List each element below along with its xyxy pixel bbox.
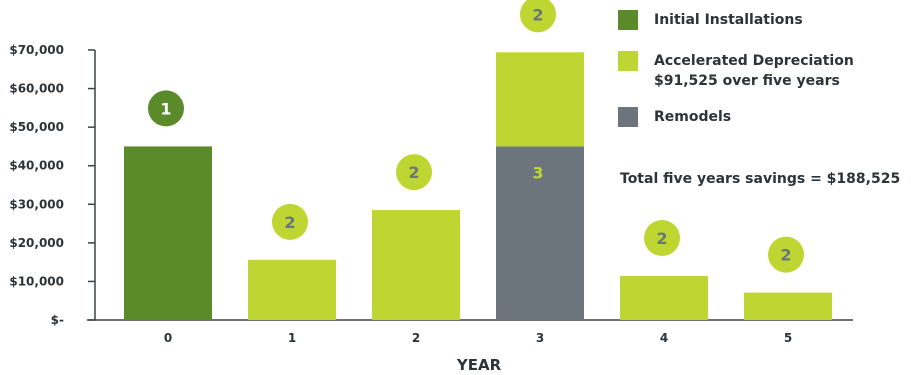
y-tick-label: $60,000 — [9, 82, 64, 96]
total-savings-annotation: Total five years savings = $188,525 — [620, 171, 901, 187]
bar-segment — [744, 292, 832, 320]
legend-label-line: Accelerated Depreciation — [654, 53, 854, 69]
marker-number: 2 — [408, 163, 419, 182]
x-axis-title: YEAR — [456, 356, 502, 374]
x-tick-label: 4 — [660, 331, 668, 345]
x-tick-label: 0 — [164, 331, 172, 345]
legend-item-accelerated-depreciation: Accelerated Depreciation $91,525 over fi… — [618, 51, 854, 91]
x-tick-label: 3 — [536, 331, 544, 345]
legend-label-remodels: Remodels — [654, 107, 731, 127]
bar-segment — [496, 52, 584, 147]
marker-circle — [272, 203, 308, 240]
marker-number: 3 — [532, 163, 543, 182]
marker-circle — [644, 220, 680, 257]
y-tick-label: $40,000 — [9, 159, 64, 173]
legend-item-remodels: Remodels — [618, 107, 731, 127]
legend-label-line: $91,525 over five years — [654, 73, 840, 89]
legend-swatch-remodels — [618, 107, 638, 127]
legend-label-line: Remodels — [654, 109, 732, 125]
y-tick-label: $- — [51, 313, 64, 327]
marker-circle — [520, 0, 556, 33]
marker-circle — [148, 90, 184, 127]
marker-number: 2 — [284, 213, 295, 232]
bar-segment — [372, 210, 460, 320]
y-tick-label: $50,000 — [9, 120, 64, 134]
bar-segment — [124, 146, 212, 320]
y-tick-label: $30,000 — [9, 197, 64, 211]
legend-label-initial-installations: Initial Installations — [654, 10, 803, 30]
legend-swatch-initial-installations — [618, 10, 638, 30]
x-tick-label: 2 — [412, 331, 420, 345]
legend-swatch-accelerated-depreciation — [618, 51, 638, 71]
marker-number: 2 — [780, 246, 791, 265]
legend-label-line: Initial Installations — [654, 12, 803, 28]
y-tick-label: $70,000 — [9, 43, 64, 57]
x-tick-label: 1 — [288, 331, 296, 345]
marker-number: 1 — [160, 99, 171, 118]
marker-circle — [768, 236, 804, 273]
legend-label-accelerated-depreciation: Accelerated Depreciation $91,525 over fi… — [654, 51, 854, 91]
bar-segment — [248, 259, 336, 320]
marker-circle — [396, 154, 432, 191]
legend-item-initial-installations: Initial Installations — [618, 10, 803, 30]
x-tick-label: 5 — [784, 331, 792, 345]
y-tick-label: $10,000 — [9, 274, 64, 288]
y-tick-label: $20,000 — [9, 236, 64, 250]
marker-number: 2 — [656, 229, 667, 248]
marker-number: 2 — [532, 5, 543, 24]
bar-segment — [620, 276, 708, 320]
marker-circle — [520, 154, 556, 191]
